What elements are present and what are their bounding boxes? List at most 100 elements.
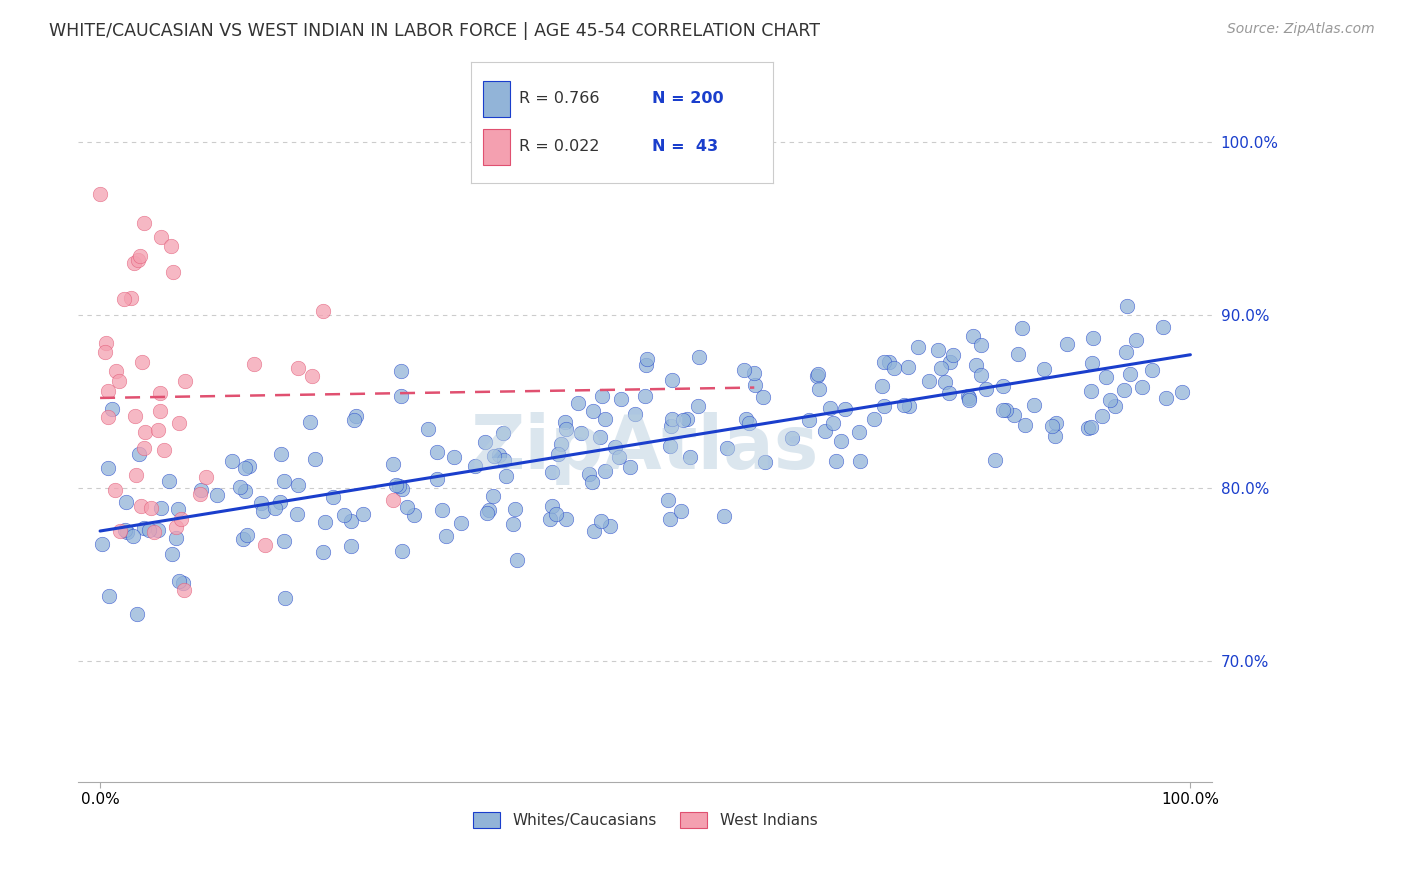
Point: [273, 534, 295, 549]
Point: [1152, 320, 1174, 334]
Point: [1077, 420, 1099, 434]
Point: [149, 230, 172, 244]
Point: [970, 368, 993, 382]
Point: [582, 524, 605, 539]
Point: [834, 401, 856, 416]
Point: [385, 478, 408, 492]
Point: [918, 374, 941, 388]
Point: [830, 434, 852, 448]
Point: [114, 523, 136, 537]
Point: [873, 354, 896, 368]
Point: [870, 379, 893, 393]
Point: [974, 382, 997, 396]
Point: [474, 435, 496, 450]
Point: [993, 378, 1015, 392]
Point: [188, 487, 211, 501]
Point: [112, 293, 135, 307]
Point: [593, 464, 616, 478]
Point: [97, 409, 120, 424]
Point: [1002, 408, 1025, 422]
Point: [124, 409, 146, 423]
Point: [149, 403, 172, 417]
Point: [1116, 300, 1139, 314]
Point: [391, 483, 413, 497]
Point: [340, 539, 363, 553]
Point: [149, 385, 172, 400]
Point: [541, 499, 564, 513]
Point: [233, 461, 256, 475]
Point: [607, 450, 630, 464]
Point: [1056, 336, 1078, 351]
Point: [929, 361, 952, 376]
Text: Source: ZipAtlas.com: Source: ZipAtlas.com: [1227, 22, 1375, 37]
Point: [97, 384, 120, 398]
Point: [713, 509, 735, 524]
Point: [1112, 383, 1135, 397]
Point: [391, 544, 413, 558]
Point: [89, 186, 111, 201]
Point: [716, 441, 738, 455]
Point: [1043, 428, 1066, 442]
Point: [159, 474, 181, 488]
Point: [149, 501, 172, 516]
Point: [389, 389, 412, 403]
Point: [1091, 409, 1114, 424]
Point: [797, 413, 820, 427]
Point: [105, 364, 128, 378]
Point: [624, 407, 647, 421]
Point: [233, 484, 256, 499]
Point: [1125, 333, 1147, 347]
Point: [735, 412, 758, 426]
Point: [962, 328, 984, 343]
Point: [381, 492, 404, 507]
Point: [285, 508, 308, 522]
Point: [567, 396, 589, 410]
Text: N = 200: N = 200: [652, 91, 724, 106]
Point: [125, 467, 148, 482]
Point: [478, 503, 501, 517]
Point: [893, 398, 915, 412]
Point: [657, 492, 679, 507]
Point: [249, 495, 271, 509]
Point: [738, 416, 761, 430]
Point: [172, 576, 194, 591]
Point: [907, 341, 929, 355]
Point: [492, 452, 515, 467]
Point: [754, 455, 776, 469]
Point: [346, 409, 368, 424]
Point: [221, 453, 243, 467]
Point: [1045, 416, 1067, 430]
Point: [232, 532, 254, 546]
Point: [589, 514, 612, 528]
Point: [1014, 418, 1036, 433]
Point: [450, 516, 472, 530]
Point: [939, 354, 962, 368]
Point: [1007, 347, 1029, 361]
Point: [388, 479, 411, 493]
Point: [128, 249, 150, 263]
Point: [138, 524, 160, 538]
Point: [416, 422, 439, 436]
Point: [122, 256, 145, 270]
Point: [1156, 391, 1178, 405]
Point: [404, 508, 426, 522]
Point: [304, 452, 326, 467]
Point: [1081, 331, 1104, 345]
Point: [96, 335, 118, 350]
Point: [957, 389, 980, 403]
Point: [636, 352, 658, 367]
Point: [243, 357, 266, 371]
Point: [1171, 385, 1194, 400]
Point: [263, 501, 285, 516]
Point: [848, 453, 870, 467]
Point: [661, 411, 683, 425]
Point: [957, 392, 980, 407]
Point: [582, 404, 605, 418]
Point: [381, 457, 404, 471]
Point: [848, 425, 870, 440]
Point: [814, 425, 837, 439]
Point: [541, 466, 564, 480]
Point: [1033, 362, 1056, 376]
Point: [554, 511, 576, 525]
Point: [578, 467, 600, 482]
